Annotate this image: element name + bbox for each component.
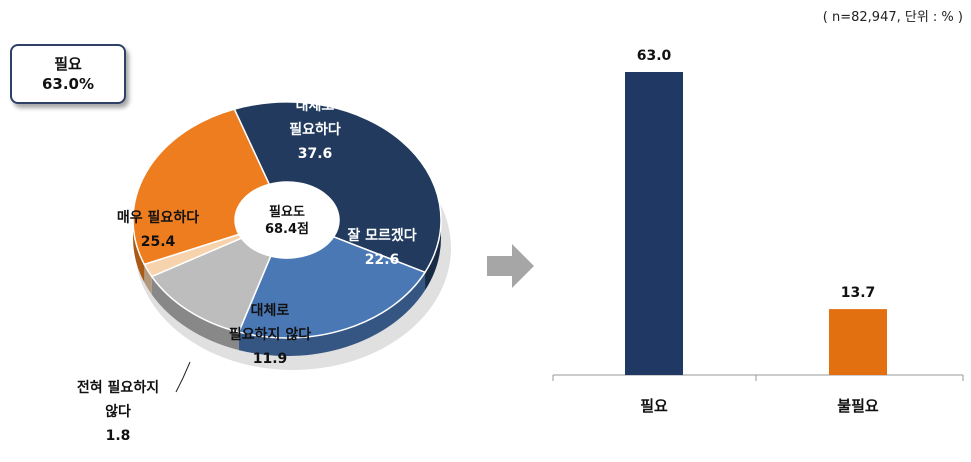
bar-category-label-1: 불필요 — [837, 397, 879, 415]
pie-label-4-1: 25.4 — [141, 234, 176, 250]
pie-label-3-2: 1.8 — [106, 428, 131, 444]
bar-category-label-0: 필요 — [640, 397, 668, 415]
pie-side-4 — [133, 220, 145, 283]
bar-value-label-0: 63.0 — [637, 48, 672, 64]
pie-side-1 — [238, 272, 426, 356]
pie-side-3 — [144, 264, 152, 295]
bar-0 — [625, 72, 683, 375]
pie-side-0 — [425, 220, 441, 291]
pie-label-2-1: 필요하지 않다 — [229, 326, 311, 343]
summary-box: 필요 63.0% — [10, 44, 126, 104]
pie-label-3-1: 않다 — [105, 403, 131, 420]
pie-label-2-0: 대체로 — [251, 303, 290, 319]
pie-label-4-0: 매우 필요하다 — [117, 209, 199, 226]
summary-value: 63.0% — [41, 75, 95, 93]
pie-label-3-0: 전혀 필요하지 — [77, 379, 159, 396]
unit-note: ( n=82,947, 단위 : % ) — [822, 10, 963, 25]
pie-label-1-0: 잘 모르겠다 — [347, 227, 416, 244]
pie-leader-line — [175, 361, 191, 393]
pie-label-0-1: 필요하다 — [289, 121, 341, 138]
pie-hole — [235, 182, 339, 258]
bar-1 — [829, 309, 887, 375]
pie-center-label-2: 68.4점 — [265, 222, 309, 237]
pie-label-2-2: 11.9 — [253, 351, 288, 367]
pie-side-2 — [151, 276, 239, 351]
arrow-icon — [487, 244, 534, 288]
pie-label-0-0: 대체로 — [296, 98, 335, 114]
pie-center-label-1: 필요도 — [269, 205, 305, 220]
pie-label-0-2: 37.6 — [298, 146, 333, 162]
bar-value-label-1: 13.7 — [841, 285, 876, 301]
pie-label-1-1: 22.6 — [365, 252, 400, 268]
summary-label: 필요 — [54, 55, 82, 73]
